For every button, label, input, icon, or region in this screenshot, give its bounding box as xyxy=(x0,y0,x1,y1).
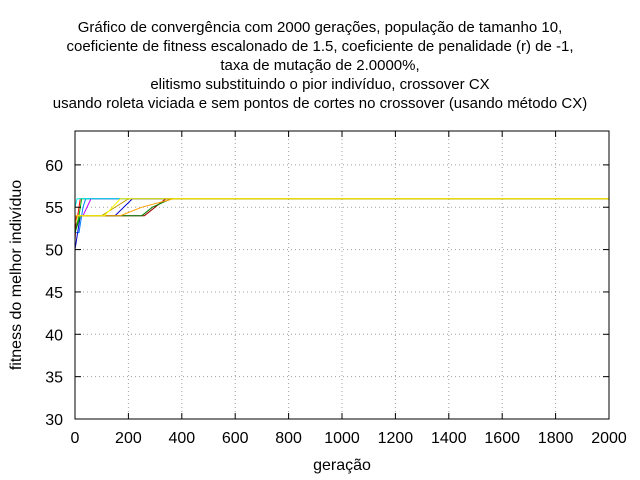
chart-title-line: taxa de mutação de 2.0000%, xyxy=(220,57,420,74)
x-tick-label: 2000 xyxy=(591,430,627,447)
chart-title-line: coeficiente de fitness escalonado de 1.5… xyxy=(66,38,574,55)
x-tick-label: 1200 xyxy=(378,430,414,447)
x-tick-label: 200 xyxy=(115,430,142,447)
x-tick-label: 1000 xyxy=(324,430,360,447)
y-tick-label: 40 xyxy=(45,327,63,344)
x-tick-label: 0 xyxy=(71,430,80,447)
x-axis-label: geração xyxy=(313,457,371,474)
y-tick-label: 45 xyxy=(45,285,63,302)
x-tick-label: 1400 xyxy=(431,430,467,447)
x-tick-label: 1600 xyxy=(484,430,520,447)
y-axis-label: fitness do melhor indivíduo xyxy=(8,180,25,370)
y-tick-label: 35 xyxy=(45,370,63,387)
y-tick-label: 50 xyxy=(45,243,63,260)
series-lines xyxy=(74,198,609,250)
series-line-11 xyxy=(75,198,609,217)
y-tick-label: 55 xyxy=(45,200,63,217)
grid-lines xyxy=(75,131,609,419)
x-tick-label: 600 xyxy=(222,430,249,447)
y-tick-label: 30 xyxy=(45,412,63,429)
y-tick-label: 60 xyxy=(45,158,63,175)
chart-title-line: elitismo substituindo o pior indivíduo, … xyxy=(150,76,490,93)
chart-title-line: Gráfico de convergência com 2000 geraçõe… xyxy=(77,19,563,36)
x-tick-label: 1800 xyxy=(538,430,574,447)
x-tick-label: 400 xyxy=(168,430,195,447)
axis-ticks: 0 200 400 600 800 1000 1200 1400 1600 1800 2000 30 3… xyxy=(45,131,627,447)
x-tick-label: 800 xyxy=(275,430,302,447)
chart-title-line: usando roleta viciada e sem pontos de co… xyxy=(52,95,588,112)
